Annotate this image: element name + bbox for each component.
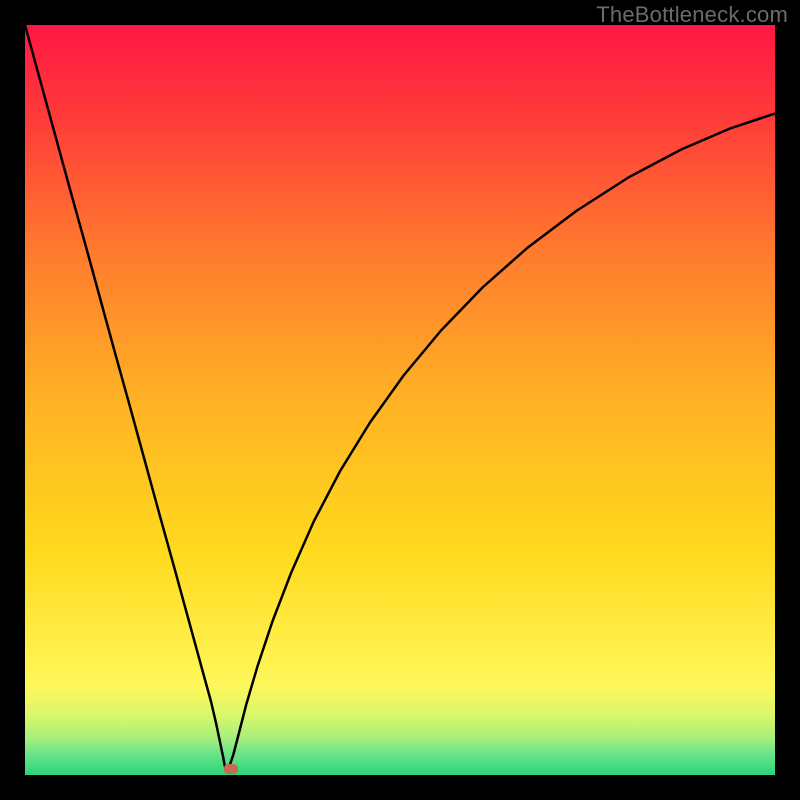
chart-root: TheBottleneck.com: [0, 0, 800, 800]
plot-area: [25, 25, 775, 775]
minimum-marker: [224, 764, 238, 774]
bottleneck-curve: [25, 25, 775, 775]
